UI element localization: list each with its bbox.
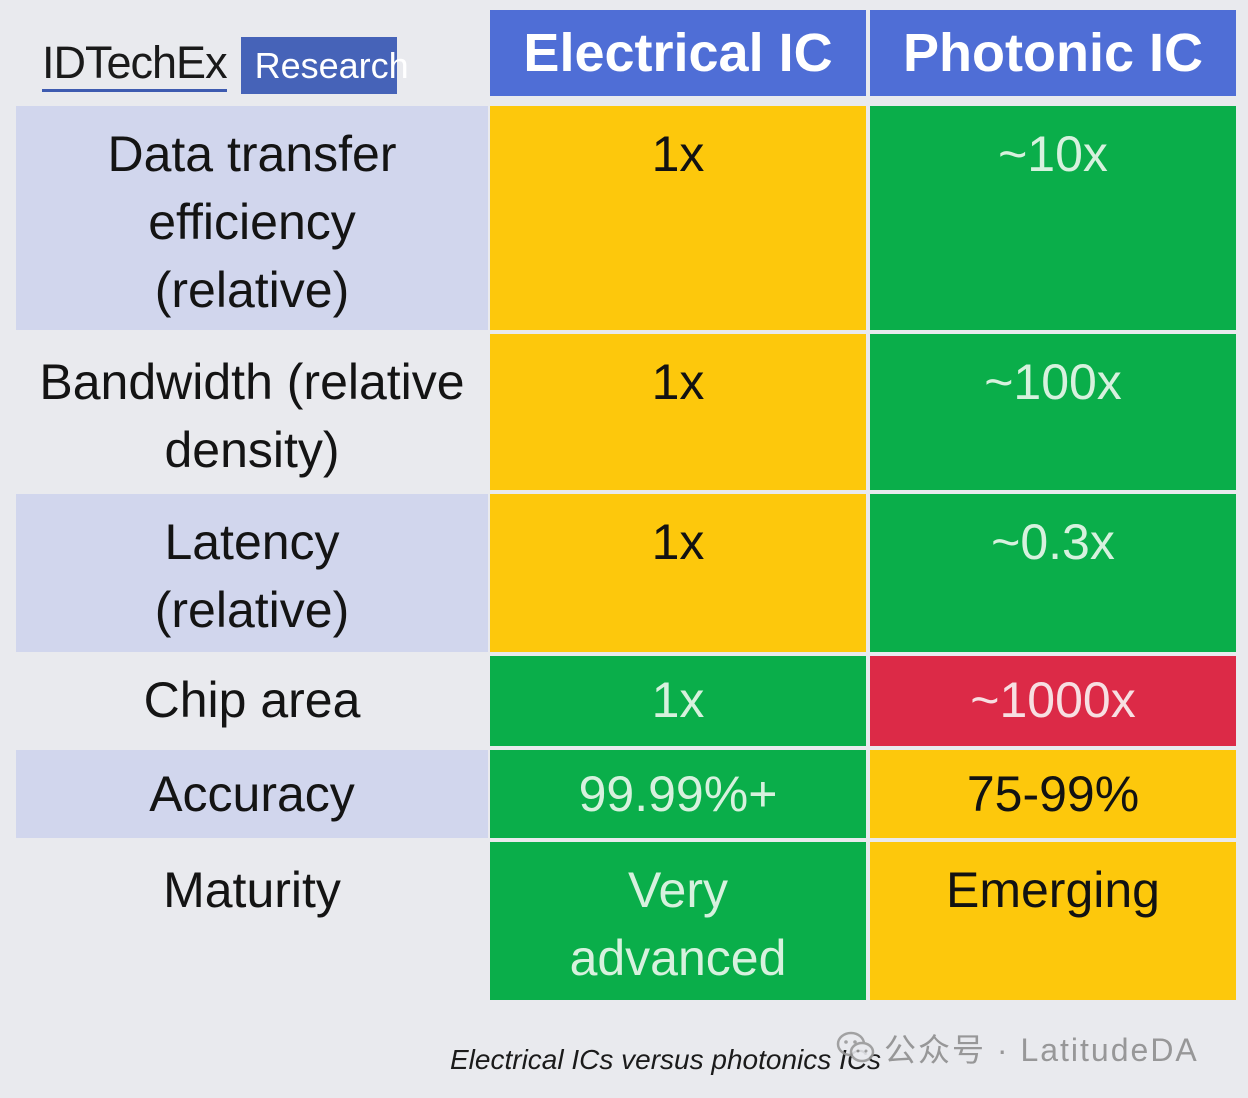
row-label-maturity: Maturity <box>16 842 488 1000</box>
row-label-bandwidth: Bandwidth (relative density) <box>16 334 488 490</box>
row-label-data-transfer: Data transfer efficiency (relative) <box>16 106 488 330</box>
cell-electrical-accuracy: 99.99%+ <box>490 750 866 838</box>
cell-electrical-latency: 1x <box>490 494 866 652</box>
idtechex-logo: IDTechEx Research <box>42 36 397 94</box>
cell-photonic-latency: ~0.3x <box>870 494 1236 652</box>
row-label-text: Bandwidth (relative density) <box>32 348 472 484</box>
row-label-chip-area: Chip area <box>16 656 488 746</box>
cell-photonic-maturity: Emerging <box>870 842 1236 1000</box>
cell-electrical-chip-area: 1x <box>490 656 866 746</box>
row-label-text: Data transfer efficiency (relative) <box>72 120 432 324</box>
row-label-latency: Latency (relative) <box>16 494 488 652</box>
watermark: 公众号 · LatitudeDA <box>836 1028 1199 1068</box>
cell-electrical-bandwidth: 1x <box>490 334 866 490</box>
logo-brand: IDTechEx <box>42 39 227 92</box>
row-label-accuracy: Accuracy <box>16 750 488 838</box>
wechat-icon <box>836 1031 876 1065</box>
cell-electrical-maturity: Very advanced <box>490 842 866 1000</box>
cell-photonic-chip-area: ~1000x <box>870 656 1236 746</box>
watermark-text: 公众号 · LatitudeDA <box>884 1025 1199 1071</box>
maturity-electrical-text: Very advanced <box>548 856 808 992</box>
cell-photonic-data-transfer: ~10x <box>870 106 1236 330</box>
row-label-text: Latency (relative) <box>102 508 402 644</box>
cell-photonic-bandwidth: ~100x <box>870 334 1236 490</box>
logo-research-tag: Research <box>241 37 397 94</box>
column-header-photonic: Photonic IC <box>870 10 1236 96</box>
figure-caption: Electrical ICs versus photonics ICs <box>450 1044 881 1076</box>
cell-photonic-accuracy: 75-99% <box>870 750 1236 838</box>
cell-electrical-data-transfer: 1x <box>490 106 866 330</box>
column-header-electrical: Electrical IC <box>490 10 866 96</box>
